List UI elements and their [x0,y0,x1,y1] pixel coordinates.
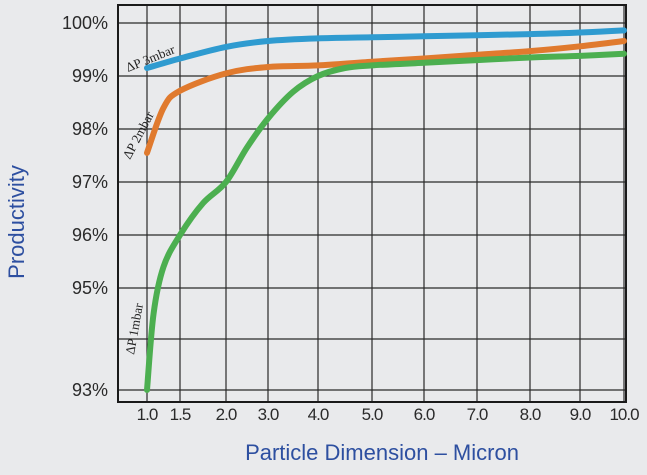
y-tick-labels: 100% 99% 98% 97% 96% 95% 93% [62,13,108,400]
series-line-2 [144,50,627,393]
series-layer [144,27,627,393]
x-tick-label: 7.0 [467,405,488,424]
x-axis-title: Particle Dimension – Micron [245,440,519,465]
series-line-1 [144,38,627,156]
x-tick-label: 2.0 [216,405,237,424]
x-tick-label: 1.0 [137,405,158,424]
x-tick-label: 5.0 [362,405,383,424]
y-tick-label: 95% [72,278,108,298]
y-tick-label: 99% [72,66,108,86]
y-axis-title: Productivity [4,165,29,279]
x-tick-label: 6.0 [414,405,435,424]
y-tick-label: 93% [72,380,108,400]
series-line-0 [144,27,627,71]
plot-frame [117,4,627,403]
y-tick-label: 100% [62,13,108,33]
x-tick-label: 4.0 [308,405,329,424]
x-tick-label: 1.5 [170,405,191,424]
x-tick-label: 10.0 [609,405,639,424]
x-tick-labels: 1.0 1.5 2.0 3.0 4.0 5.0 6.0 7.0 8.0 9.0 10.0 [137,405,640,424]
y-tick-label: 96% [72,225,108,245]
y-tick-label: 98% [72,119,108,139]
y-tick-label: 97% [72,172,108,192]
x-tick-label: 3.0 [258,405,279,424]
x-tick-label: 9.0 [570,405,591,424]
x-tick-label: 8.0 [520,405,541,424]
